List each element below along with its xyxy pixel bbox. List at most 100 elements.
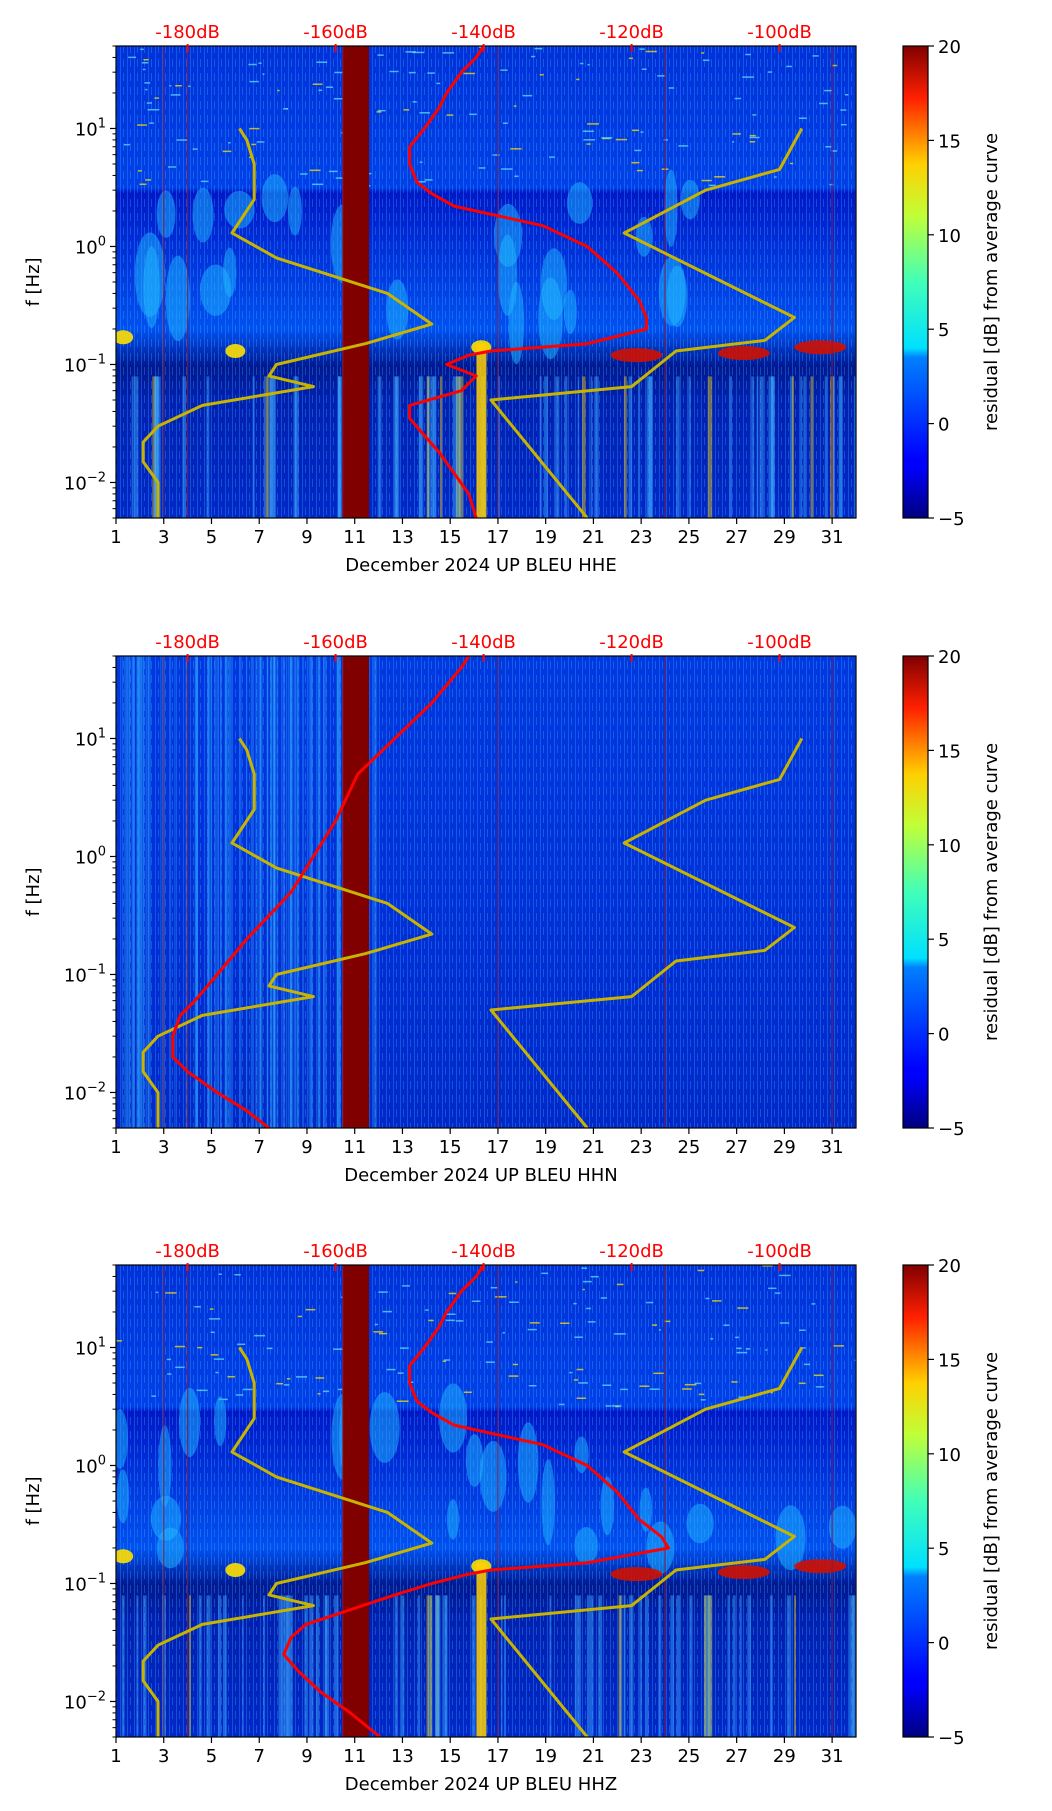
texture-mark xyxy=(773,176,777,178)
texture-mark xyxy=(445,1595,448,1737)
texture-mark xyxy=(397,1372,404,1374)
texture-mark xyxy=(824,89,832,92)
texture-mark xyxy=(779,1322,790,1324)
texture-mark xyxy=(386,279,409,340)
texture-mark xyxy=(338,656,341,1128)
colorbar-tick-label: 15 xyxy=(938,1350,961,1371)
texture-mark xyxy=(772,376,775,518)
texture-mark xyxy=(703,1595,708,1737)
texture-mark xyxy=(651,1324,658,1326)
texture-mark xyxy=(649,1388,660,1390)
texture-mark xyxy=(619,1595,623,1737)
texture-mark xyxy=(239,656,242,1128)
texture-mark xyxy=(714,176,725,178)
texture-mark xyxy=(312,183,324,186)
x-tick-label: 29 xyxy=(773,1746,796,1767)
texture-mark xyxy=(419,161,423,164)
hotspot-mark xyxy=(116,1549,134,1564)
texture-mark xyxy=(590,376,593,518)
texture-mark xyxy=(154,376,159,518)
texture-mark xyxy=(262,73,265,75)
texture-mark xyxy=(194,1306,201,1308)
y-tick-label: 101 xyxy=(75,1335,106,1359)
texture-mark xyxy=(798,1382,806,1385)
texture-mark xyxy=(446,114,454,116)
texture-mark xyxy=(196,1389,208,1392)
hotspot-mark xyxy=(225,1563,246,1578)
x-tick-label: 23 xyxy=(630,1746,653,1767)
texture-mark xyxy=(738,1396,747,1398)
texture-mark xyxy=(234,1274,241,1276)
texture-mark xyxy=(156,190,176,238)
texture-mark xyxy=(686,1503,714,1544)
db-tick-label: -120dB xyxy=(599,632,664,653)
spectrogram-area xyxy=(116,1265,856,1737)
texture-mark xyxy=(641,68,647,70)
texture-mark xyxy=(198,1595,202,1737)
x-tick-label: 29 xyxy=(773,527,796,548)
texture-mark xyxy=(250,656,254,1128)
texture-mark xyxy=(334,71,344,74)
texture-mark xyxy=(544,376,548,518)
texture-mark xyxy=(500,1595,503,1737)
texture-mark xyxy=(224,656,226,1128)
texture-mark xyxy=(373,1331,384,1333)
texture-mark xyxy=(134,376,139,518)
texture-mark xyxy=(529,1322,540,1324)
texture-mark xyxy=(145,88,148,91)
texture-mark xyxy=(445,1595,447,1737)
texture-mark xyxy=(502,1332,505,1334)
texture-mark xyxy=(578,1382,588,1384)
texture-mark xyxy=(486,1341,493,1343)
texture-mark xyxy=(756,376,759,518)
texture-mark xyxy=(632,129,640,132)
texture-mark xyxy=(658,1595,662,1737)
texture-mark xyxy=(218,1595,222,1737)
texture-mark xyxy=(417,1595,421,1737)
texture-mark xyxy=(316,1595,320,1737)
texture-mark xyxy=(727,1595,730,1737)
texture-mark xyxy=(675,376,680,518)
texture-mark xyxy=(283,656,285,1128)
texture-mark xyxy=(325,86,333,88)
nhnm-curve xyxy=(489,737,804,1128)
db-tick-label: -140dB xyxy=(451,1241,516,1262)
texture-mark xyxy=(405,51,416,53)
texture-mark xyxy=(403,109,410,111)
texture-mark xyxy=(324,656,327,1128)
db-tick-label: -100dB xyxy=(747,22,812,43)
texture-mark xyxy=(442,1360,446,1363)
texture-mark xyxy=(587,1321,596,1323)
y-tick-label: 101 xyxy=(75,116,106,140)
texture-mark xyxy=(791,376,795,518)
texture-mark xyxy=(210,1354,219,1356)
texture-mark xyxy=(426,376,430,518)
texture-mark xyxy=(618,1595,622,1737)
x-tick-label: 5 xyxy=(206,1137,217,1158)
texture-mark xyxy=(845,94,849,96)
y-tick-label: 101 xyxy=(75,726,106,750)
texture-mark xyxy=(707,376,713,518)
texture-mark xyxy=(317,656,320,1128)
x-axis-label: December 2024 UP BLEU HHZ xyxy=(345,1774,617,1795)
texture-mark xyxy=(166,1358,172,1361)
texture-mark xyxy=(563,289,577,335)
texture-mark xyxy=(569,1371,573,1374)
texture-mark xyxy=(208,656,211,1128)
texture-mark xyxy=(192,187,214,243)
texture-mark xyxy=(602,1384,612,1386)
colorbar-tick-label: 15 xyxy=(938,741,961,762)
texture-mark xyxy=(286,1595,291,1737)
texture-mark xyxy=(708,1595,712,1737)
texture-mark xyxy=(276,656,279,1128)
texture-mark xyxy=(425,1309,429,1311)
texture-mark xyxy=(195,656,198,1128)
texture-mark xyxy=(639,1595,642,1737)
texture-mark xyxy=(729,376,732,518)
texture-mark xyxy=(145,179,152,181)
texture-mark xyxy=(296,1376,308,1378)
texture-mark xyxy=(789,376,793,518)
texture-mark xyxy=(412,101,417,103)
y-tick-label: 10−2 xyxy=(64,1080,106,1104)
